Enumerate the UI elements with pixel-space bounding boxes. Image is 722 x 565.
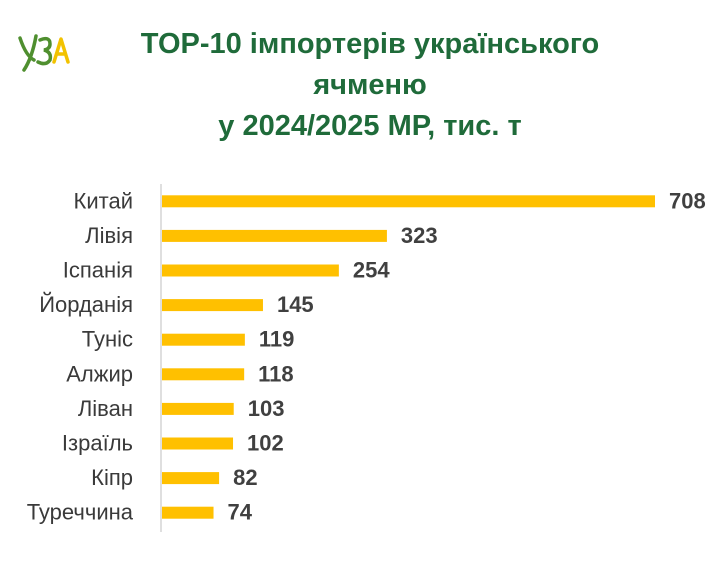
bar: [162, 195, 655, 208]
value-label: 118: [258, 361, 294, 386]
category-label: Ліван: [78, 396, 133, 421]
category-label: Алжир: [66, 361, 133, 386]
uza-logo: [18, 34, 70, 72]
bar: [162, 264, 339, 277]
bar: [162, 402, 234, 415]
bar: [162, 437, 234, 450]
value-label: 102: [247, 431, 284, 456]
value-label: 708: [669, 188, 706, 213]
bar: [162, 368, 245, 381]
category-label: Китай: [74, 188, 133, 213]
category-label: Туреччина: [27, 500, 134, 525]
category-label: Йорданія: [39, 292, 133, 317]
bar: [162, 229, 387, 242]
bar: [162, 506, 214, 519]
category-label: Кіпр: [91, 465, 133, 490]
chart-title: TOP-10 імпортерів українського ячменю у …: [90, 24, 650, 147]
value-label: 74: [228, 500, 253, 525]
title-line-3: у 2024/2025 МР, тис. т: [218, 110, 522, 142]
category-label: Туніс: [82, 327, 133, 352]
title-line-1: TOP-10 імпортерів українського: [140, 28, 600, 60]
bar: [162, 472, 220, 485]
category-label: Ізраїль: [62, 431, 133, 456]
bar: [162, 333, 245, 346]
bar: [162, 299, 263, 312]
value-label: 103: [248, 396, 285, 421]
category-label: Лівія: [85, 223, 133, 248]
title-line-2: ячменю: [313, 69, 427, 101]
value-label: 82: [233, 465, 257, 490]
value-label: 323: [401, 223, 438, 248]
category-label: Іспанія: [63, 258, 133, 283]
value-label: 119: [259, 327, 295, 352]
value-label: 254: [353, 258, 390, 283]
value-label: 145: [277, 292, 314, 317]
